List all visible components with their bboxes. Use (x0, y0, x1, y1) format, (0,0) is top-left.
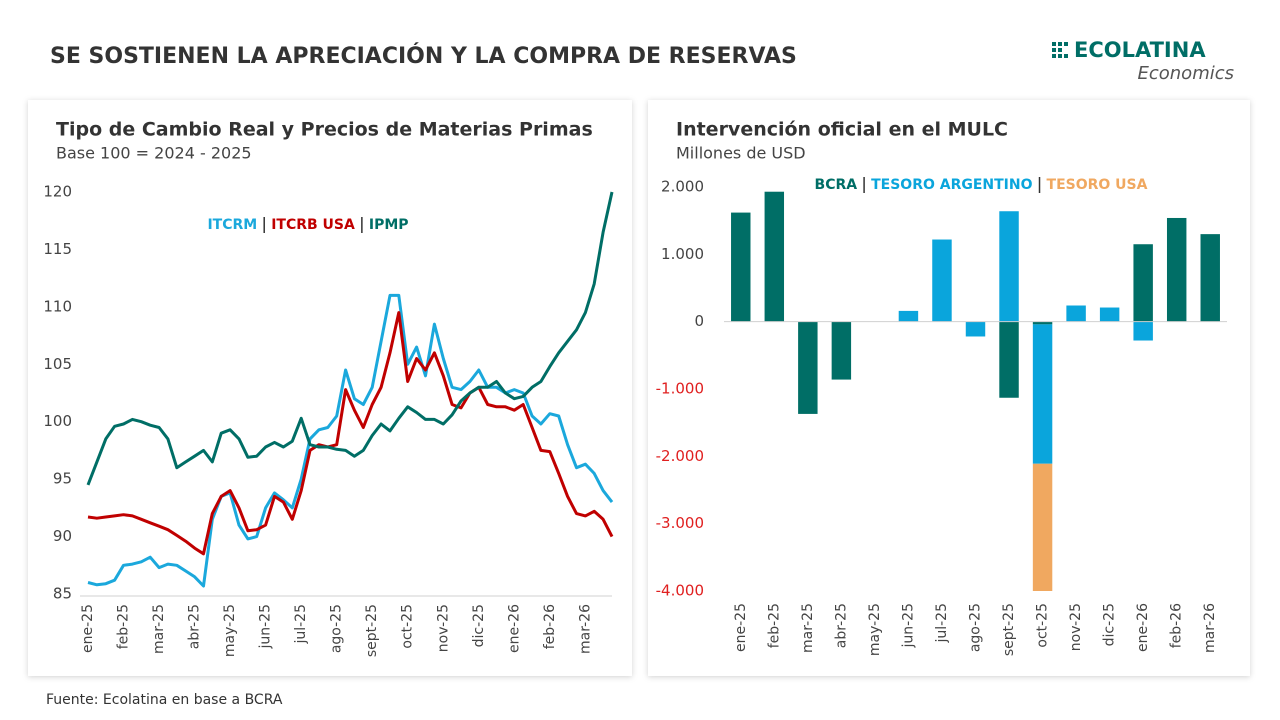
chart-title: Intervención oficial en el MULC (676, 119, 1008, 141)
x-tick-label: may-25 (867, 603, 883, 656)
x-tick-label: sept-25 (364, 604, 380, 657)
bar-segment (1066, 305, 1086, 322)
bar-segment (1032, 324, 1053, 464)
source-note: Fuente: Ecolatina en base a BCRA (46, 692, 283, 708)
x-tick-label: sept-25 (1001, 603, 1017, 656)
x-tick-label: ene-26 (506, 604, 522, 653)
x-tick-label: nov-25 (435, 604, 451, 652)
bar-segment (798, 321, 818, 414)
y-tick-label: 115 (43, 240, 72, 258)
y-tick-label: -2.000 (656, 447, 704, 465)
x-tick-label: feb-26 (1169, 603, 1185, 648)
y-tick-label: 90 (53, 527, 72, 545)
y-tick-label: 85 (53, 585, 72, 603)
x-tick-label: feb-25 (766, 603, 782, 648)
bar-segment (731, 212, 751, 322)
x-tick-label: jun-25 (258, 604, 274, 650)
line-series (86, 191, 614, 486)
x-tick-label: ene-25 (80, 604, 96, 653)
bar-segment (764, 191, 785, 322)
page-title: SE SOSTIENEN LA APRECIACIÓN Y LA COMPRA … (50, 43, 797, 69)
y-tick-label: 95 (53, 470, 72, 488)
legend-entry: IPMP (369, 217, 409, 233)
y-tick-label: -4.000 (656, 582, 704, 600)
x-tick-label: mar-26 (1202, 603, 1218, 653)
legend: BCRA TESORO ARGENTINO TESORO USA (815, 177, 1148, 193)
x-tick-label: mar-25 (800, 603, 816, 653)
x-tick-label: feb-26 (542, 604, 558, 649)
chart-card (28, 100, 632, 676)
legend-entry: ITCRM (207, 217, 257, 233)
chart-subtitle: Base 100 = 2024 - 2025 (56, 144, 252, 163)
legend-entry: TESORO ARGENTINO (871, 177, 1033, 193)
bar-segment (1032, 321, 1053, 325)
bar-segment (932, 239, 952, 322)
y-tick-label: 120 (43, 183, 72, 201)
y-tick-label: -3.000 (656, 514, 704, 532)
bar-segment (1133, 244, 1153, 322)
bar-segment (1099, 307, 1120, 322)
bar-segment (898, 310, 919, 322)
chart-title: Tipo de Cambio Real y Precios de Materia… (56, 119, 593, 141)
bar-segment (1200, 234, 1220, 322)
y-tick-label: 100 (43, 412, 72, 430)
bar-segment (999, 321, 1019, 398)
x-tick-label: dic-25 (1102, 603, 1118, 646)
legend-entry: BCRA (815, 177, 858, 193)
x-tick-label: nov-25 (1068, 603, 1084, 651)
bar-segment (1166, 217, 1187, 322)
logo-name: ECOLATINA (1074, 38, 1206, 62)
bar-segment (1133, 321, 1153, 341)
x-tick-label: ene-26 (1135, 603, 1151, 652)
y-tick-label: 110 (43, 297, 72, 315)
x-tick-label: ene-25 (733, 603, 749, 652)
x-tick-label: oct-25 (400, 604, 416, 649)
legend: ITCRM ITCRB USA IPMP (207, 217, 409, 233)
x-tick-label: ago-25 (329, 604, 345, 653)
x-tick-label: jul-25 (934, 603, 950, 644)
x-tick-label: abr-25 (187, 604, 203, 649)
x-tick-label: feb-25 (116, 604, 132, 649)
x-tick-label: abr-25 (833, 603, 849, 648)
x-tick-label: jun-25 (900, 603, 916, 649)
x-tick-label: mar-26 (577, 604, 593, 654)
x-tick-label: dic-25 (471, 604, 487, 647)
y-tick-label: -1.000 (656, 380, 704, 398)
legend-entry: ITCRB USA (271, 217, 355, 233)
y-tick-label: 0 (694, 312, 704, 330)
x-tick-label: oct-25 (1035, 603, 1051, 648)
x-tick-label: jul-25 (293, 604, 309, 645)
logo-icon (1052, 42, 1068, 58)
y-tick-label: 2.000 (661, 178, 704, 196)
chart-card (648, 100, 1250, 676)
x-tick-label: may-25 (222, 604, 238, 657)
bar-segment (1032, 463, 1053, 591)
bar-segment (831, 321, 852, 380)
y-tick-label: 105 (43, 355, 72, 373)
bar-segment (999, 211, 1019, 322)
line-series (87, 311, 614, 556)
bar-segment (965, 321, 986, 337)
chart-subtitle: Millones de USD (676, 144, 806, 163)
x-tick-label: ago-25 (968, 603, 984, 652)
x-tick-label: mar-25 (151, 604, 167, 654)
y-tick-label: 1.000 (661, 245, 704, 263)
legend-entry: TESORO USA (1047, 177, 1148, 193)
logo-tagline: Economics (1137, 63, 1234, 84)
